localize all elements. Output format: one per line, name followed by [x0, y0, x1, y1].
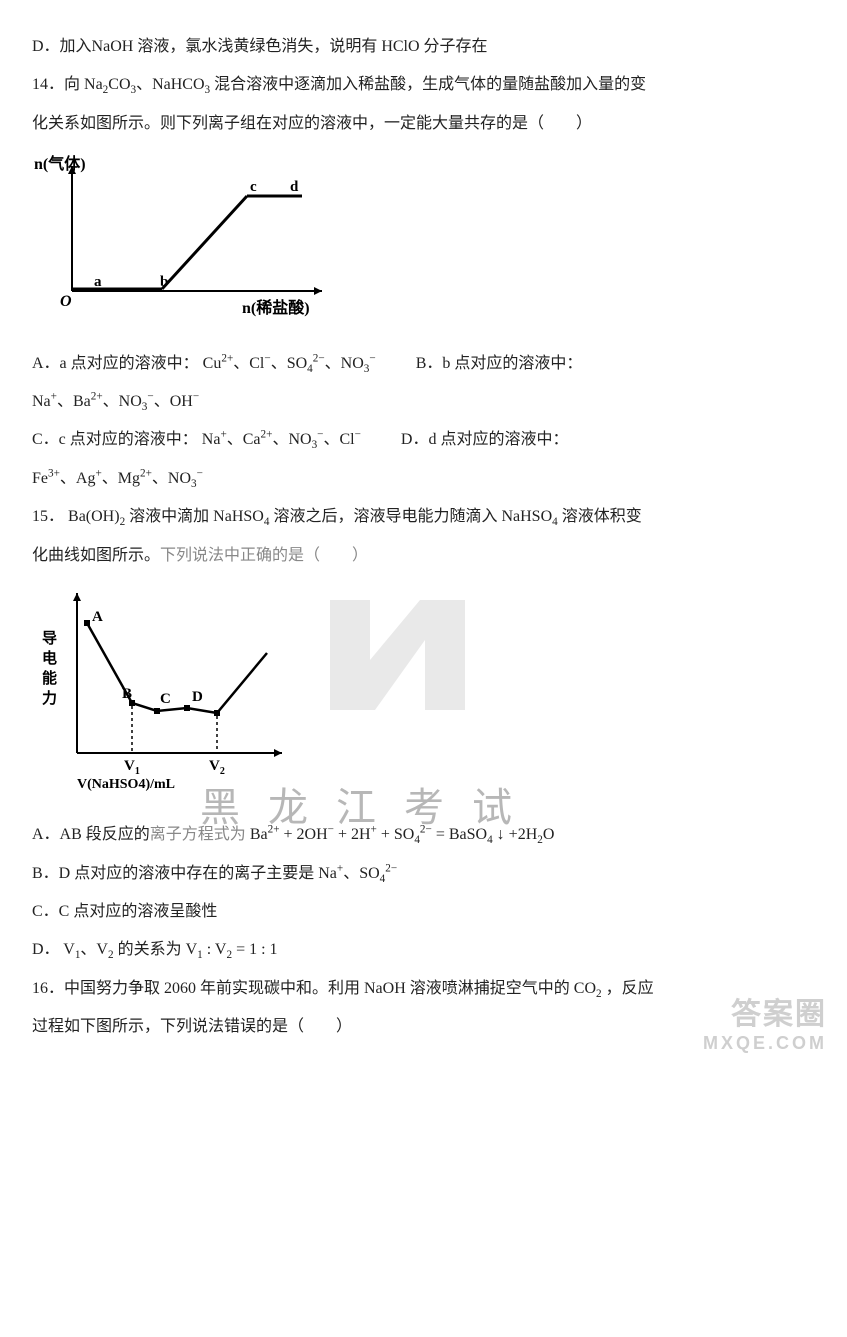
footer-small: MXQE.COM — [703, 1033, 827, 1055]
q14-stem-prefix: 14．向 — [32, 76, 80, 93]
q14-optD-line2: Fe3+、Ag+、Mg2+、NO3− — [32, 460, 815, 498]
q14-stem-line1: 14．向 Na2CO3、NaHCO3 混合溶液中逐滴加入稀盐酸，生成气体的量随盐… — [32, 66, 815, 104]
q15-optB: B．D 点对应的溶液中存在的离子主要是 Na+、SO42− — [32, 855, 815, 893]
q15-xlabel: V(NaHSO4)/mL — [77, 777, 175, 792]
q15-optB-prefix: B．D 点对应的溶液中存在的离子主要是 — [32, 865, 314, 882]
q15-stem-mid2: 溶液之后，溶液导电能力随滴入 — [273, 508, 497, 525]
svg-text:O: O — [60, 293, 72, 310]
svg-text:电: 电 — [42, 649, 57, 667]
q15-figure: 导 电 能 力 A B C D V1 V2 V(NaHSO4)/mL — [32, 583, 815, 808]
svg-text:V1: V1 — [124, 758, 140, 777]
q14-point-c: c — [250, 179, 257, 195]
q14-optB-prefix: B．b 点对应的溶液中： — [416, 355, 583, 372]
q15-stem2b: 下列说法中正确的是（ ） — [160, 547, 368, 564]
q14-optB-line2: Na+、Ba2+、NO3−、OH− — [32, 383, 815, 421]
svg-text:A: A — [92, 609, 103, 625]
svg-text:C: C — [160, 691, 171, 707]
q16-stem1b: ，反应 — [606, 980, 654, 997]
q15-optA-gray: 离子方程式为 — [150, 826, 246, 843]
q14-option-row1: A．a 点对应的溶液中： Cu2+、Cl−、SO42−、NO3− B．b 点对应… — [32, 345, 815, 383]
q14-ylabel: n(气体) — [34, 154, 86, 173]
q15-optA-prefix: A．AB 段反应的 — [32, 826, 150, 843]
q14-point-a: a — [94, 274, 102, 290]
q15-stem-line2: 化曲线如图所示。下列说法中正确的是（ ） — [32, 537, 815, 575]
q14-optC-prefix: C．c 点对应的溶液中： — [32, 431, 198, 448]
q14-figure: a b c d O n(气体) n(稀盐酸) — [32, 151, 815, 336]
q15-optA: A．AB 段反应的离子方程式为 Ba2+ + 2OH− + 2H+ + SO42… — [32, 816, 815, 854]
q15-optD: D． V1、V2 的关系为 V1 : V2 = 1 : 1 — [32, 931, 815, 969]
q15-stem-suffix: 溶液体积变 — [562, 508, 642, 525]
svg-text:B: B — [122, 686, 132, 702]
footer-watermark: 答案圈 MXQE.COM — [703, 997, 827, 1055]
q14-stem-line2: 化关系如图所示。则下列离子组在对应的溶液中，一定能大量共存的是（ ） — [32, 105, 815, 143]
footer-big: 答案圈 — [703, 997, 827, 1033]
svg-text:V2: V2 — [209, 758, 225, 777]
q13-option-d: D．加入NaOH 溶液，氯水浅黄绿色消失，说明有 HClO 分子存在 — [32, 28, 815, 66]
q16-stem1a: 16．中国努力争取 2060 年前实现碳中和。利用 NaOH 溶液喷淋捕捉空气中… — [32, 980, 570, 997]
q15-chart-svg: 导 电 能 力 A B C D V1 V2 V(NaHSO4)/mL — [32, 583, 292, 793]
q15-optC: C．C 点对应的溶液呈酸性 — [32, 893, 815, 931]
svg-text:D: D — [192, 689, 203, 705]
q15-stem-prefix: 15． — [32, 508, 64, 525]
q14-optA-prefix: A．a 点对应的溶液中： — [32, 355, 199, 372]
q14-point-b: b — [160, 274, 168, 290]
svg-text:能: 能 — [42, 669, 57, 687]
q14-option-row2: C．c 点对应的溶液中： Na+、Ca2+、NO3−、Cl− D．d 点对应的溶… — [32, 421, 815, 459]
svg-text:导: 导 — [42, 630, 57, 647]
q16-stem-line2: 过程如下图所示，下列说法错误的是（ ） — [32, 1008, 815, 1046]
q15-stem-line1: 15． Ba(OH)2 溶液中滴加 NaHSO4 溶液之后，溶液导电能力随滴入 … — [32, 498, 815, 536]
q14-chart-svg: a b c d O n(气体) n(稀盐酸) — [32, 151, 342, 321]
q15-optD-mid: 的关系为 — [118, 941, 182, 958]
q16-stem-line1: 16．中国努力争取 2060 年前实现碳中和。利用 NaOH 溶液喷淋捕捉空气中… — [32, 970, 815, 1008]
q14-stem-mid: 混合溶液中逐滴加入稀盐酸，生成气体的量随盐酸加入量的变 — [214, 76, 646, 93]
q15-optD-prefix: D． — [32, 941, 60, 958]
q14-optD-prefix: D．d 点对应的溶液中： — [401, 431, 569, 448]
q14-xlabel: n(稀盐酸) — [242, 298, 310, 317]
svg-text:力: 力 — [42, 689, 57, 707]
q15-stem2a: 化曲线如图所示。 — [32, 547, 160, 564]
q14-point-d: d — [290, 179, 299, 195]
q15-stem-mid: 溶液中滴加 — [129, 508, 209, 525]
